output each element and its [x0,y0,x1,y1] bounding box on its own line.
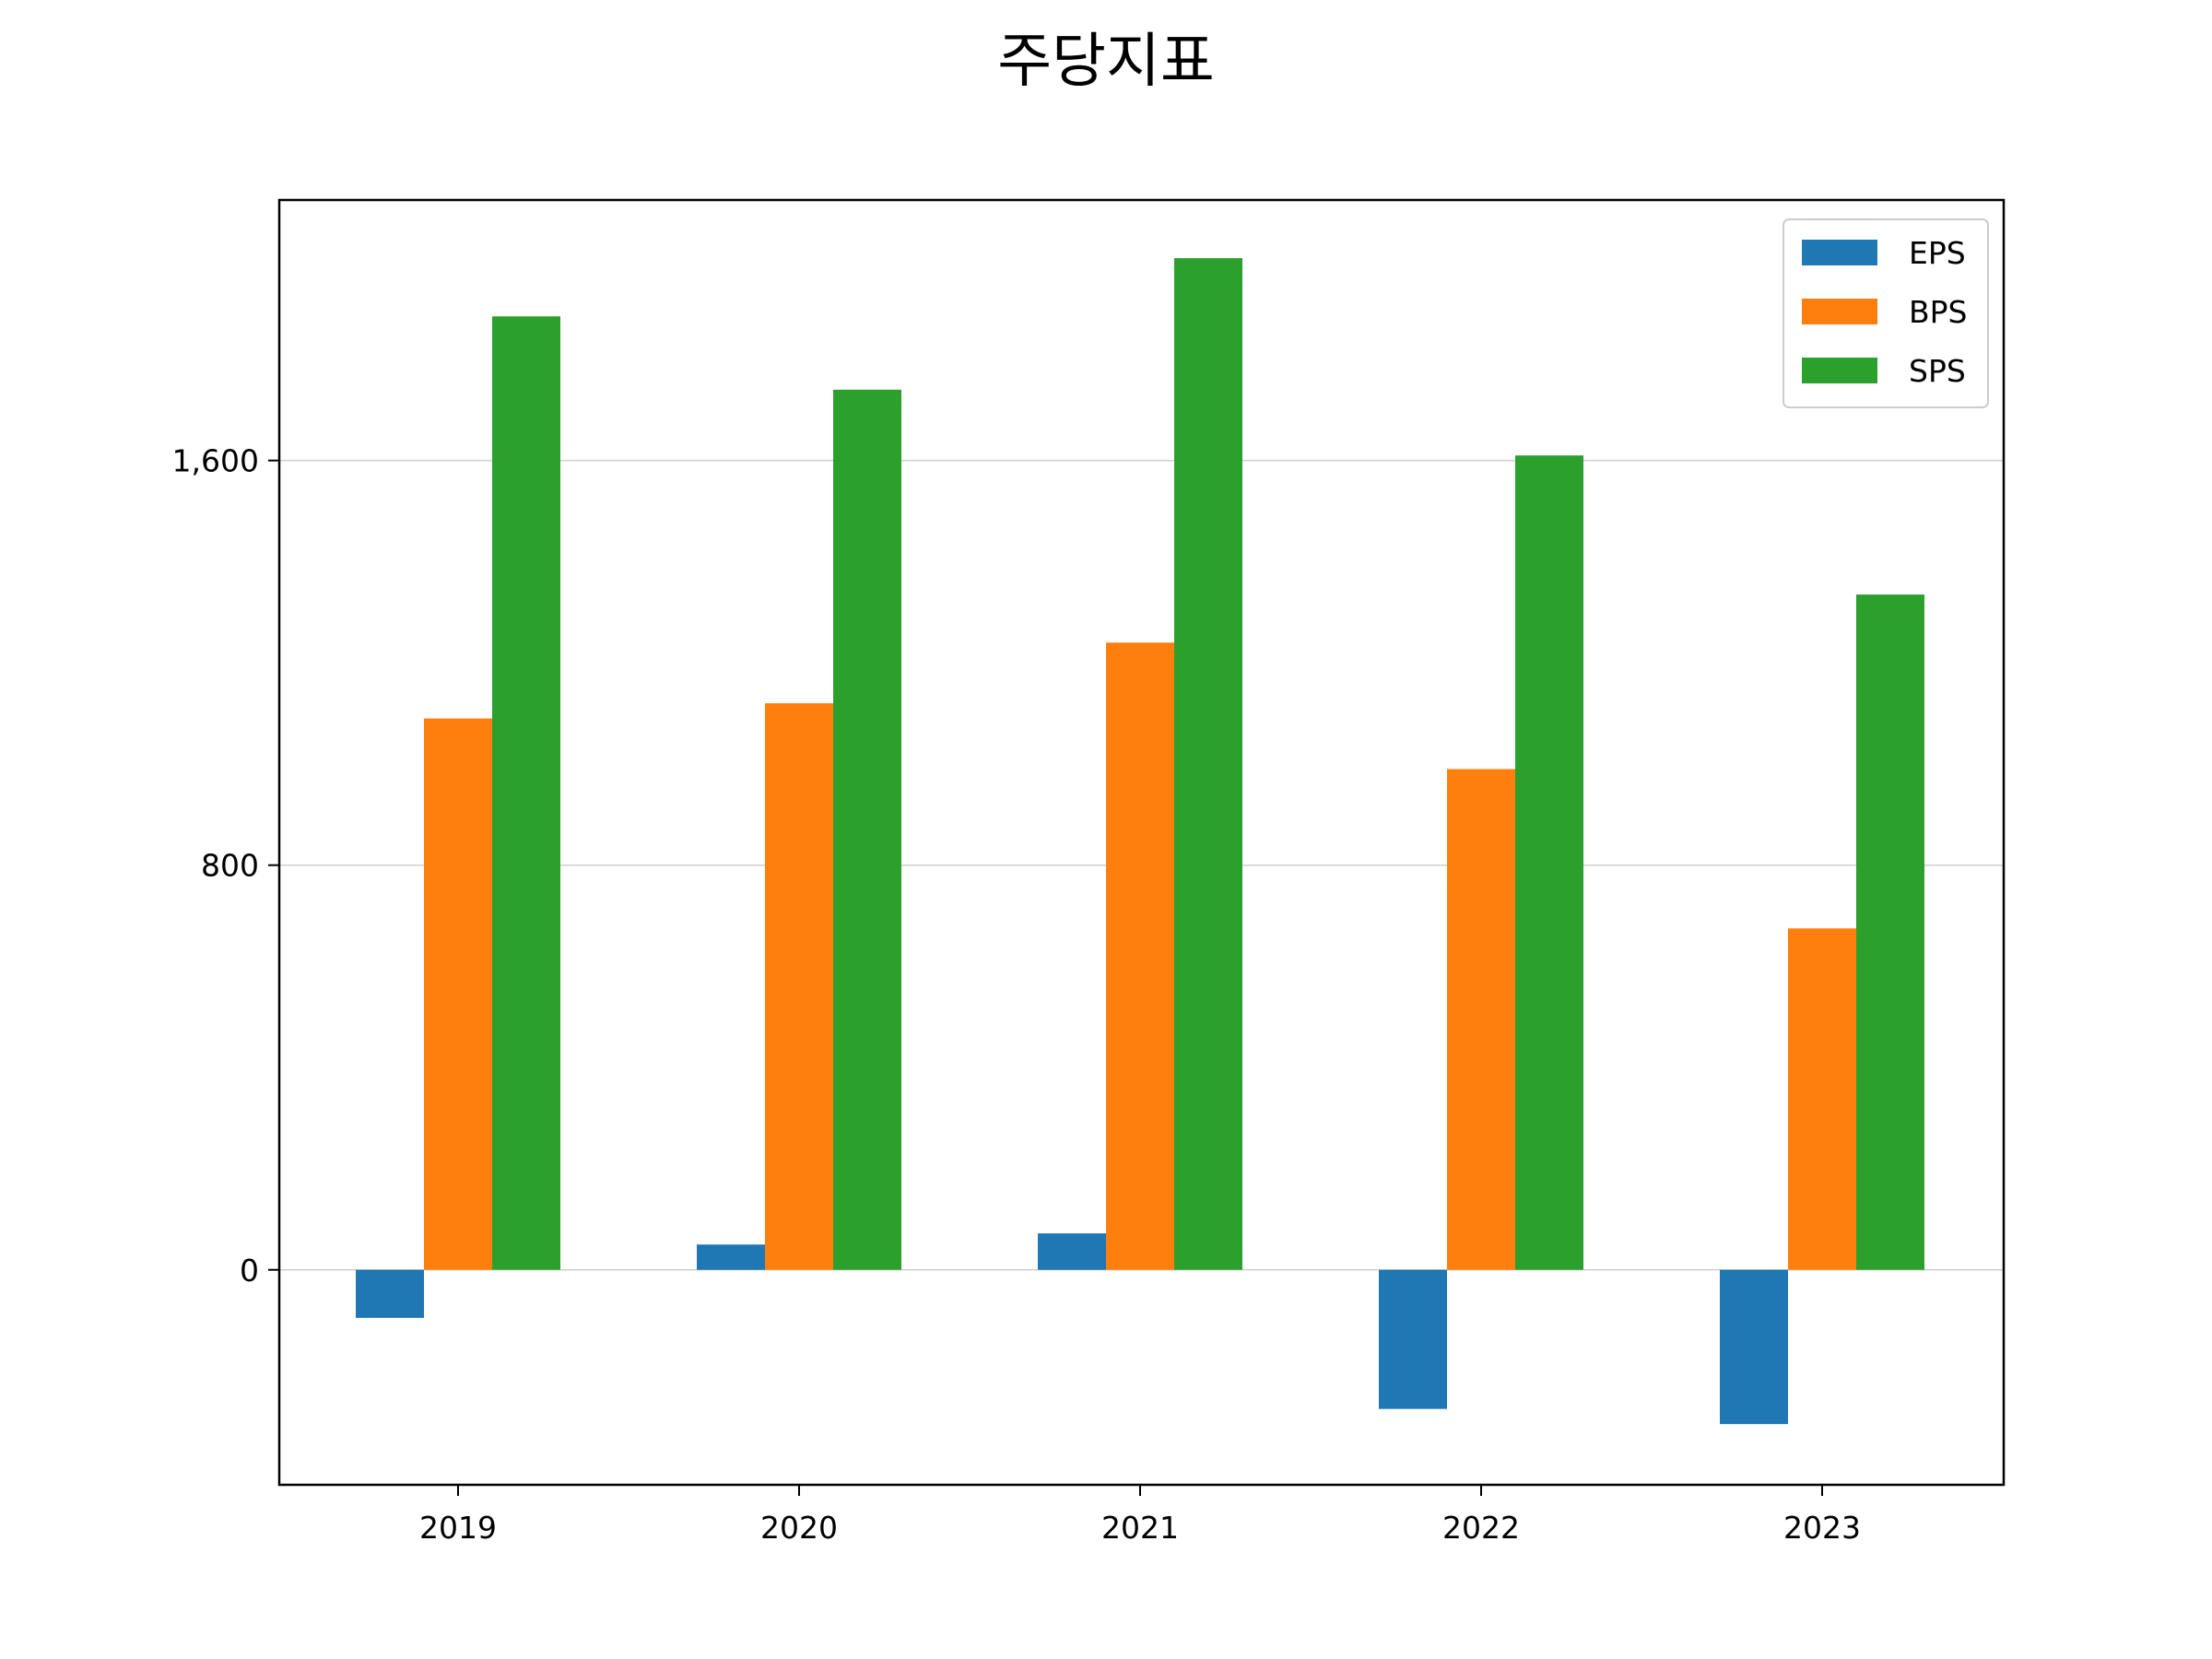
bar-bps-2021 [1106,642,1174,1270]
legend-swatch-eps [1802,240,1877,265]
x-tick-label: 2021 [1101,1510,1179,1546]
legend: EPS BPS SPS [1783,218,1989,408]
x-tick-label: 2019 [419,1510,497,1546]
bar-eps-2020 [697,1244,765,1270]
legend-swatch-sps [1802,358,1877,383]
y-tick-label: 1,600 [172,443,259,479]
chart-title: 주당지표 [997,28,1215,96]
x-tick-label: 2020 [760,1510,838,1546]
bar-eps-2023 [1720,1269,1788,1425]
bar-sps-2020 [833,389,901,1270]
legend-label-sps: SPS [1909,353,1966,389]
bar-sps-2022 [1515,455,1583,1270]
y-tick-label: 800 [201,848,259,884]
bar-bps-2023 [1788,928,1856,1270]
x-tick-label: 2022 [1442,1510,1520,1546]
bar-bps-2022 [1447,769,1515,1270]
bar-bps-2019 [424,718,492,1270]
legend-label-eps: EPS [1909,235,1966,271]
bar-sps-2021 [1174,258,1242,1270]
bar-eps-2021 [1038,1233,1106,1270]
bar-bps-2020 [765,703,833,1270]
bar-eps-2022 [1379,1269,1447,1409]
legend-label-bps: BPS [1909,294,1968,330]
bar-sps-2019 [492,316,560,1270]
legend-swatch-bps [1802,299,1877,324]
plot-frame [277,198,2006,1487]
bar-sps-2023 [1856,594,1924,1270]
bar-eps-2019 [356,1269,424,1318]
y-tick-label: 0 [240,1253,259,1288]
x-tick-label: 2023 [1783,1510,1861,1546]
axes: 0 800 1,600 2019 2020 2021 2022 2023 [172,443,1861,1546]
bars [356,258,1924,1425]
